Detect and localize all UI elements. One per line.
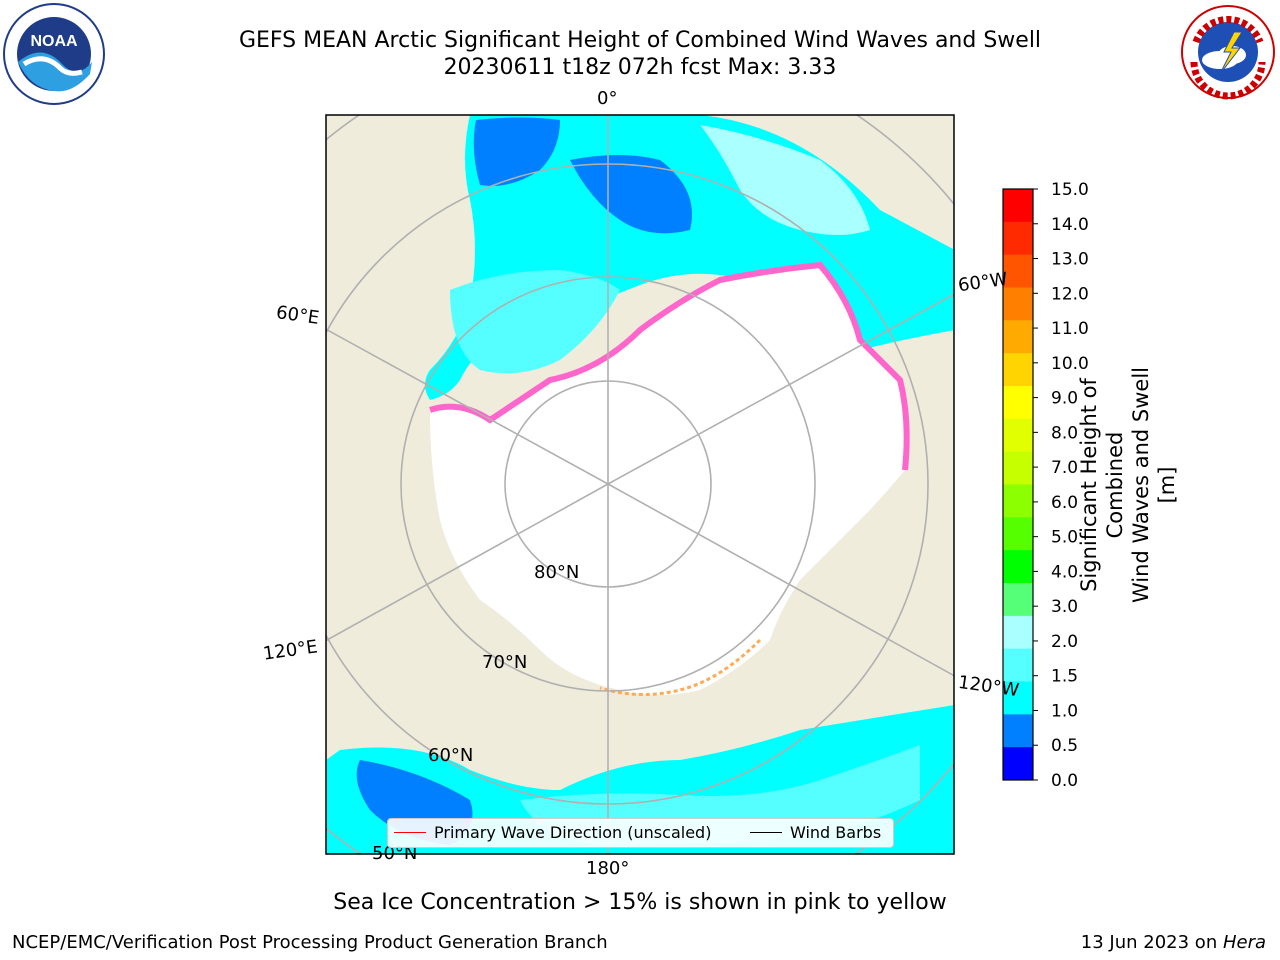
colorbar-tick-label: 9.0 [1051,389,1078,409]
colorbar-segment [1003,681,1033,715]
colorbar-segment [1003,451,1033,485]
ocean-barents [450,270,620,374]
footer-date-text: 13 Jun 2023 on [1080,932,1223,953]
colorbar-segment [1003,386,1033,420]
lon-label-0: 0° [597,88,618,109]
lat-label-60: 60°N [428,745,474,766]
colorbar-tick-label: 15.0 [1051,180,1089,200]
colorbar-tick-label: 8.0 [1051,423,1078,443]
footer-branch: NCEP/EMC/Verification Post Processing Pr… [12,932,608,953]
colorbar-segment [1003,583,1033,617]
ocean-norwegian-low [473,117,560,186]
colorbar-tick-label: 12.0 [1051,284,1089,304]
lon-label-180: 180° [586,858,630,879]
colorbar-title-line2: Wind Waves and Swell [m] [1129,367,1179,603]
colorbar-segment [1003,484,1033,518]
noaa-logo: NOAA [3,3,105,105]
colorbar-tick-label: 4.0 [1051,562,1078,582]
ice-edge-orange [599,638,762,696]
colorbar-tick-label: 13.0 [1051,250,1089,270]
colorbar-tick-label: 10.0 [1051,354,1089,374]
colorbar-tick-label: 0.5 [1051,736,1078,756]
nws-logo [1181,5,1275,100]
legend-label-wave: Primary Wave Direction (unscaled) [434,823,712,842]
colorbar-title: Significant Height of Combined Wind Wave… [1076,355,1180,615]
legend-label-barb: Wind Barbs [790,823,882,842]
colorbar-tick-label: 0.0 [1051,771,1078,791]
ocean-atlantic-high [700,125,870,235]
colorbar-title-line1: Significant Height of Combined [1077,378,1127,592]
lat-label-70: 70°N [482,652,528,673]
colorbar-tick-label: 1.5 [1051,667,1078,687]
colorbar-tick-label: 6.0 [1051,493,1078,513]
colorbar-tick-label: 1.0 [1051,701,1078,721]
footer-machine: Hera [1222,932,1266,953]
ice-edge [429,261,910,471]
lat-label-80: 80°N [534,562,580,583]
colorbar-segment [1003,320,1033,354]
lat-label-50: 50°N [372,843,418,864]
colorbar-segment [1003,550,1033,584]
colorbar-segment [1003,418,1033,453]
colorbar-segment [1003,517,1033,551]
map-panel [326,115,954,854]
colorbar-tick-label: 3.0 [1051,597,1078,617]
footer-date: 13 Jun 2023 on Hera [1081,932,1266,953]
legend-swatch-barb [750,832,782,833]
ocean-norwegian-low2 [570,155,692,234]
colorbar-segment [1003,189,1033,223]
graticule [326,115,954,854]
noaa-logo-text: NOAA [30,33,78,50]
colorbar-tick-label: 14.0 [1051,215,1089,235]
map-subtitle: 20230611 t18z 072h fcst Max: 3.33 [443,55,837,80]
colorbar: 15.0 14.0 13.0 12.0 11.0 10.0 9.0 8.0 7.0 6.0 5.0 4… [1002,180,1089,791]
legend-item-wave: Primary Wave Direction (unscaled) [394,823,711,842]
colorbar-segment [1003,254,1033,288]
map-legend: Primary Wave Direction (unscaled) Wind B… [387,818,894,848]
colorbar-tick-label: 7.0 [1051,458,1078,478]
colorbar-segment [1003,287,1033,321]
colorbar-segment [1003,747,1033,781]
colorbar-tick-label: 11.0 [1051,319,1089,339]
legend-swatch-wave [394,832,426,833]
colorbar-segment [1003,353,1033,387]
colorbar-tick-label: 2.0 [1051,632,1078,652]
legend-item-barb: Wind Barbs [750,823,881,842]
colorbar-tick-label: 5.0 [1051,528,1078,548]
colorbar-segment [1003,615,1033,650]
colorbar-segment [1003,648,1033,682]
map-frame [325,114,955,855]
sea-ice-note: Sea Ice Concentration > 15% is shown in … [333,890,947,915]
map-title: GEFS MEAN Arctic Significant Height of C… [238,28,1042,53]
colorbar-segment [1003,221,1033,256]
colorbar-segment [1003,714,1033,748]
colorbar-frame [1002,188,1034,781]
